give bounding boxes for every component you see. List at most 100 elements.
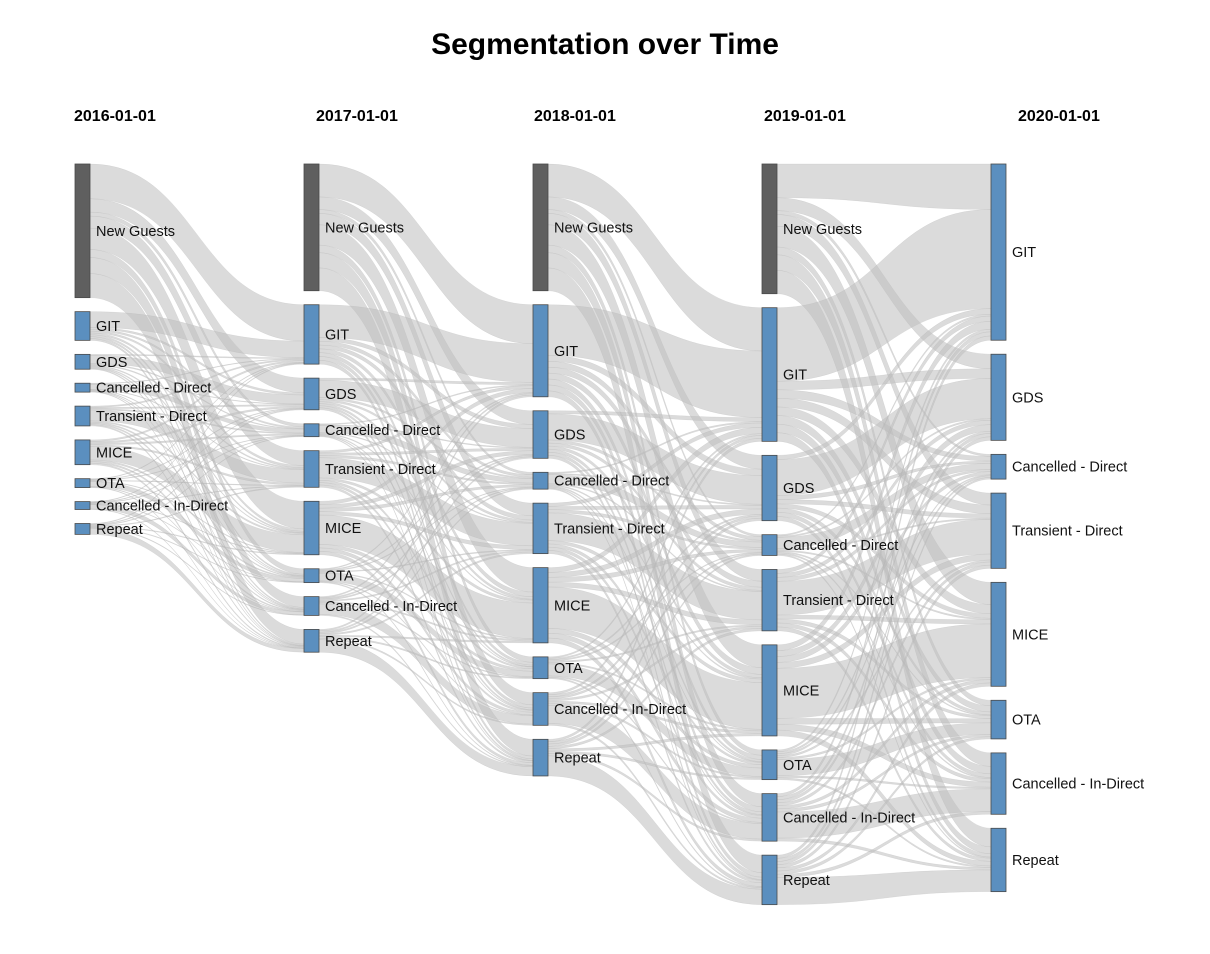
- sankey-node-label: Cancelled - In-Direct: [325, 599, 457, 615]
- sankey-node-label: New Guests: [325, 220, 404, 236]
- sankey-node-label: Repeat: [1012, 853, 1059, 869]
- sankey-node-label: Cancelled - Direct: [1012, 460, 1127, 476]
- sankey-node[interactable]: [74, 353, 91, 370]
- sankey-node[interactable]: [761, 534, 778, 556]
- sankey-node-label: MICE: [554, 598, 591, 614]
- sankey-node-label: Cancelled - Direct: [783, 538, 898, 554]
- sankey-node[interactable]: [74, 439, 91, 466]
- sankey-node[interactable]: [761, 749, 778, 781]
- sankey-node[interactable]: [761, 793, 778, 842]
- sankey-node[interactable]: [990, 827, 1007, 893]
- sankey-node-label: OTA: [554, 661, 583, 677]
- sankey-node-label: GDS: [325, 387, 356, 403]
- sankey-node-label: Cancelled - Direct: [325, 423, 440, 439]
- sankey-node[interactable]: [761, 454, 778, 522]
- sankey-node-label: Cancelled - In-Direct: [96, 499, 228, 515]
- sankey-node-label: Transient - Direct: [96, 409, 207, 425]
- sankey-node-label: GDS: [783, 481, 814, 497]
- sankey-node[interactable]: [990, 581, 1007, 687]
- sankey-node[interactable]: [74, 405, 91, 427]
- sankey-node[interactable]: [74, 382, 91, 393]
- sankey-node[interactable]: [532, 163, 549, 292]
- sankey-node[interactable]: [761, 854, 778, 906]
- sankey-node[interactable]: [532, 502, 549, 555]
- sankey-node-label: Transient - Direct: [554, 521, 665, 537]
- sankey-node[interactable]: [74, 478, 91, 488]
- sankey-node-label: Transient - Direct: [1012, 524, 1123, 540]
- sankey-node-label: OTA: [96, 476, 125, 492]
- sankey-node-label: GIT: [554, 344, 578, 360]
- sankey-node[interactable]: [990, 492, 1007, 569]
- sankey-node[interactable]: [303, 304, 320, 365]
- sankey-node-label: OTA: [325, 569, 354, 585]
- sankey-node[interactable]: [990, 353, 1007, 441]
- column-header-2017: 2017-01-01: [316, 108, 398, 125]
- sankey-node-label: MICE: [96, 445, 133, 461]
- sankey-node-label: OTA: [1012, 713, 1041, 729]
- column-header-2018: 2018-01-01: [534, 108, 616, 125]
- sankey-node[interactable]: [74, 163, 91, 299]
- sankey-node[interactable]: [761, 644, 778, 737]
- sankey-link: [547, 505, 763, 510]
- sankey-node[interactable]: [532, 304, 549, 398]
- sankey-node-label: Repeat: [554, 751, 601, 767]
- chart-title: Segmentation over Time: [431, 28, 779, 61]
- sankey-node-label: Cancelled - Direct: [554, 474, 669, 490]
- sankey-node-label: GDS: [96, 355, 127, 371]
- sankey-node-label: GIT: [96, 319, 120, 335]
- sankey-node[interactable]: [532, 471, 549, 490]
- sankey-node[interactable]: [990, 453, 1007, 480]
- sankey-node-label: New Guests: [554, 220, 633, 236]
- sankey-node[interactable]: [990, 752, 1007, 815]
- sankey-node[interactable]: [303, 629, 320, 653]
- sankey-node-label: Cancelled - Direct: [96, 381, 211, 397]
- sankey-node-label: New Guests: [783, 222, 862, 238]
- sankey-node-label: Repeat: [96, 522, 143, 538]
- sankey-node[interactable]: [532, 692, 549, 726]
- sankey-nodes: [74, 163, 1007, 906]
- sankey-node[interactable]: [303, 568, 320, 584]
- sankey-node-label: Cancelled - In-Direct: [554, 702, 686, 718]
- column-header-2016: 2016-01-01: [74, 108, 156, 125]
- sankey-node[interactable]: [761, 307, 778, 442]
- sankey-node-label: New Guests: [96, 224, 175, 240]
- sankey-node-label: GIT: [1012, 245, 1036, 261]
- sankey-node[interactable]: [74, 311, 91, 341]
- sankey-node-label: Repeat: [783, 873, 830, 889]
- sankey-node-label: MICE: [325, 521, 362, 537]
- sankey-node[interactable]: [303, 423, 320, 438]
- sankey-node[interactable]: [303, 163, 320, 292]
- sankey-node-label: Cancelled - In-Direct: [783, 810, 915, 826]
- sankey-labels: New Guests GIT GDS Cancelled - Direct Transi…: [96, 220, 1144, 889]
- sankey-node-label: MICE: [1012, 627, 1049, 643]
- sankey-node[interactable]: [532, 410, 549, 459]
- sankey-node[interactable]: [74, 523, 91, 535]
- sankey-node[interactable]: [990, 699, 1007, 740]
- sankey-node-label: Repeat: [325, 634, 372, 650]
- sankey-node[interactable]: [761, 163, 778, 295]
- sankey-node[interactable]: [761, 569, 778, 632]
- sankey-node[interactable]: [303, 500, 320, 556]
- sankey-node-label: GIT: [783, 368, 807, 384]
- column-header-2019: 2019-01-01: [764, 108, 846, 125]
- sankey-node-label: OTA: [783, 758, 812, 774]
- sankey-node[interactable]: [532, 738, 549, 777]
- sankey-link: [776, 163, 992, 210]
- sankey-node[interactable]: [990, 163, 1007, 341]
- sankey-node[interactable]: [303, 377, 320, 411]
- sankey-node-label: MICE: [783, 683, 820, 699]
- sankey-links: [89, 163, 992, 905]
- sankey-node[interactable]: [303, 450, 320, 488]
- sankey-node[interactable]: [303, 596, 320, 616]
- sankey-node-label: Transient - Direct: [783, 593, 894, 609]
- sankey-node-label: Transient - Direct: [325, 462, 436, 478]
- sankey-node[interactable]: [532, 656, 549, 680]
- column-header-2020: 2020-01-01: [1018, 108, 1100, 125]
- sankey-node[interactable]: [74, 501, 91, 510]
- sankey-node-label: GIT: [325, 327, 349, 343]
- sankey-node-label: GDS: [554, 428, 585, 444]
- sankey-node[interactable]: [532, 567, 549, 644]
- sankey-node-label: Cancelled - In-Direct: [1012, 777, 1144, 793]
- sankey-node-label: GDS: [1012, 390, 1043, 406]
